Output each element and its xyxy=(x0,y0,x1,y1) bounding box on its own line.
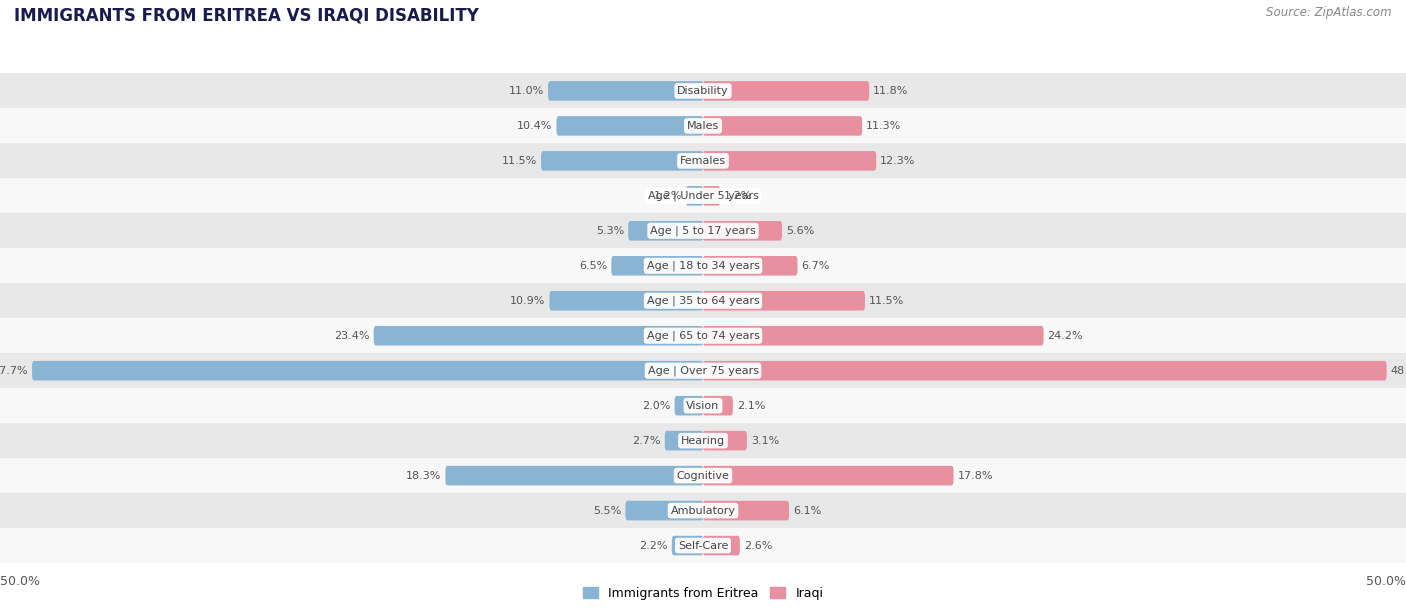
FancyBboxPatch shape xyxy=(675,396,703,416)
Text: 5.5%: 5.5% xyxy=(593,506,621,515)
FancyBboxPatch shape xyxy=(703,81,869,101)
Text: Cognitive: Cognitive xyxy=(676,471,730,480)
FancyBboxPatch shape xyxy=(612,256,703,275)
FancyBboxPatch shape xyxy=(0,388,1406,423)
FancyBboxPatch shape xyxy=(0,423,1406,458)
Text: 12.3%: 12.3% xyxy=(880,156,915,166)
Text: 2.0%: 2.0% xyxy=(643,401,671,411)
FancyBboxPatch shape xyxy=(703,116,862,136)
FancyBboxPatch shape xyxy=(626,501,703,520)
FancyBboxPatch shape xyxy=(686,186,703,206)
Text: 24.2%: 24.2% xyxy=(1047,330,1083,341)
FancyBboxPatch shape xyxy=(557,116,703,136)
FancyBboxPatch shape xyxy=(550,291,703,310)
Text: 1.2%: 1.2% xyxy=(724,191,752,201)
Text: Females: Females xyxy=(681,156,725,166)
FancyBboxPatch shape xyxy=(32,361,703,381)
Text: Age | 5 to 17 years: Age | 5 to 17 years xyxy=(650,226,756,236)
FancyBboxPatch shape xyxy=(0,73,1406,108)
Text: 11.8%: 11.8% xyxy=(873,86,908,96)
Text: 11.5%: 11.5% xyxy=(869,296,904,306)
FancyBboxPatch shape xyxy=(0,248,1406,283)
Text: 50.0%: 50.0% xyxy=(1367,575,1406,588)
Text: 11.0%: 11.0% xyxy=(509,86,544,96)
Text: 10.9%: 10.9% xyxy=(510,296,546,306)
Text: 23.4%: 23.4% xyxy=(335,330,370,341)
FancyBboxPatch shape xyxy=(0,318,1406,353)
FancyBboxPatch shape xyxy=(446,466,703,485)
Text: 2.2%: 2.2% xyxy=(640,540,668,551)
Text: Age | 35 to 64 years: Age | 35 to 64 years xyxy=(647,296,759,306)
Text: Self-Care: Self-Care xyxy=(678,540,728,551)
FancyBboxPatch shape xyxy=(541,151,703,171)
FancyBboxPatch shape xyxy=(0,353,1406,388)
Text: 2.1%: 2.1% xyxy=(737,401,765,411)
FancyBboxPatch shape xyxy=(548,81,703,101)
Text: Hearing: Hearing xyxy=(681,436,725,446)
Text: 6.1%: 6.1% xyxy=(793,506,821,515)
Text: 17.8%: 17.8% xyxy=(957,471,993,480)
Text: Age | Over 75 years: Age | Over 75 years xyxy=(648,365,758,376)
FancyBboxPatch shape xyxy=(0,458,1406,493)
Text: Disability: Disability xyxy=(678,86,728,96)
Legend: Immigrants from Eritrea, Iraqi: Immigrants from Eritrea, Iraqi xyxy=(576,580,830,606)
Text: Age | 65 to 74 years: Age | 65 to 74 years xyxy=(647,330,759,341)
Text: 10.4%: 10.4% xyxy=(517,121,553,131)
Text: 18.3%: 18.3% xyxy=(406,471,441,480)
Text: IMMIGRANTS FROM ERITREA VS IRAQI DISABILITY: IMMIGRANTS FROM ERITREA VS IRAQI DISABIL… xyxy=(14,6,479,24)
Text: 11.5%: 11.5% xyxy=(502,156,537,166)
Text: Vision: Vision xyxy=(686,401,720,411)
Text: 5.6%: 5.6% xyxy=(786,226,814,236)
FancyBboxPatch shape xyxy=(0,528,1406,563)
FancyBboxPatch shape xyxy=(703,291,865,310)
FancyBboxPatch shape xyxy=(703,361,1386,381)
Text: Ambulatory: Ambulatory xyxy=(671,506,735,515)
Text: Males: Males xyxy=(688,121,718,131)
FancyBboxPatch shape xyxy=(0,493,1406,528)
FancyBboxPatch shape xyxy=(703,396,733,416)
FancyBboxPatch shape xyxy=(703,466,953,485)
Text: Age | 18 to 34 years: Age | 18 to 34 years xyxy=(647,261,759,271)
Text: 2.7%: 2.7% xyxy=(633,436,661,446)
Text: 3.1%: 3.1% xyxy=(751,436,779,446)
FancyBboxPatch shape xyxy=(703,221,782,241)
Text: 6.5%: 6.5% xyxy=(579,261,607,271)
FancyBboxPatch shape xyxy=(703,501,789,520)
FancyBboxPatch shape xyxy=(703,326,1043,346)
Text: 1.2%: 1.2% xyxy=(654,191,682,201)
FancyBboxPatch shape xyxy=(703,256,797,275)
FancyBboxPatch shape xyxy=(374,326,703,346)
Text: Source: ZipAtlas.com: Source: ZipAtlas.com xyxy=(1267,6,1392,19)
FancyBboxPatch shape xyxy=(0,178,1406,214)
Text: 2.6%: 2.6% xyxy=(744,540,772,551)
FancyBboxPatch shape xyxy=(0,108,1406,143)
Text: 5.3%: 5.3% xyxy=(596,226,624,236)
FancyBboxPatch shape xyxy=(665,431,703,450)
FancyBboxPatch shape xyxy=(0,143,1406,178)
FancyBboxPatch shape xyxy=(628,221,703,241)
Text: 47.7%: 47.7% xyxy=(0,366,28,376)
Text: 6.7%: 6.7% xyxy=(801,261,830,271)
FancyBboxPatch shape xyxy=(703,186,720,206)
FancyBboxPatch shape xyxy=(703,536,740,555)
FancyBboxPatch shape xyxy=(703,431,747,450)
FancyBboxPatch shape xyxy=(672,536,703,555)
Text: 11.3%: 11.3% xyxy=(866,121,901,131)
Text: Age | Under 5 years: Age | Under 5 years xyxy=(648,190,758,201)
FancyBboxPatch shape xyxy=(703,151,876,171)
FancyBboxPatch shape xyxy=(0,283,1406,318)
Text: 48.6%: 48.6% xyxy=(1391,366,1406,376)
Text: 50.0%: 50.0% xyxy=(0,575,39,588)
FancyBboxPatch shape xyxy=(0,214,1406,248)
